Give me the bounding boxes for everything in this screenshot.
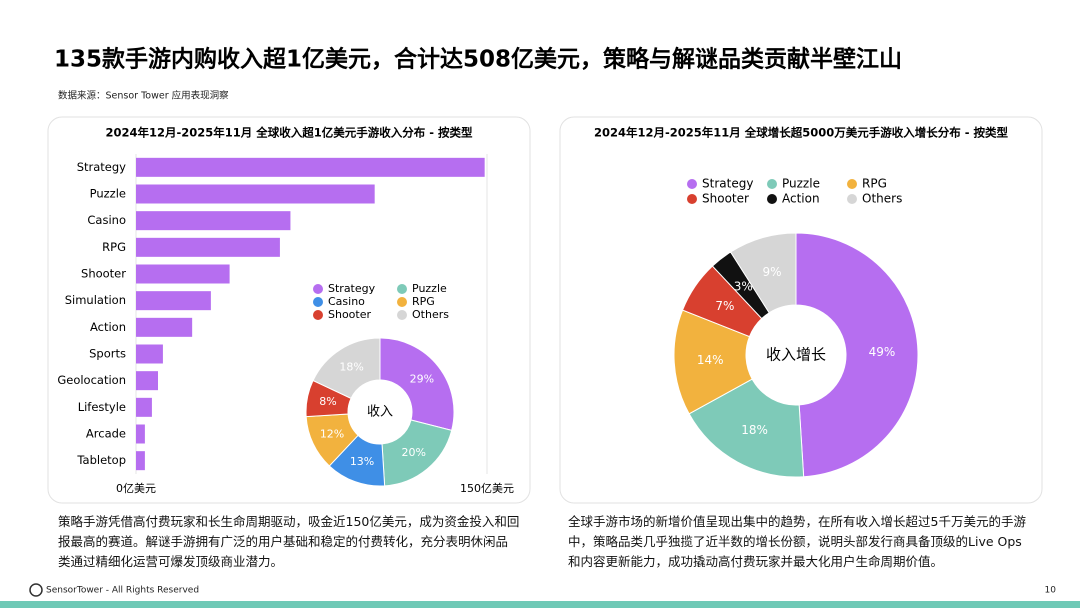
legend-label: Others bbox=[412, 308, 449, 321]
legend-label: Puzzle bbox=[782, 177, 820, 191]
legend-label: Shooter bbox=[328, 308, 371, 321]
y-tick-label: Casino bbox=[87, 213, 126, 227]
center-label: 收入增长 bbox=[766, 346, 826, 364]
bar bbox=[136, 397, 152, 417]
legend-marker bbox=[313, 310, 323, 320]
footer-brand: SensorTower - All Rights Reserved bbox=[46, 586, 199, 596]
data-label: 8% bbox=[319, 395, 336, 408]
caption: 全球手游市场的新增价值呈现出集中的趋势，在所有收入增长超过5千万美元的手游中，策… bbox=[568, 514, 1026, 569]
y-tick-label: Action bbox=[90, 320, 126, 334]
bar bbox=[136, 184, 375, 204]
legend-marker bbox=[847, 194, 857, 204]
legend-label: Casino bbox=[328, 295, 365, 308]
bar bbox=[136, 451, 145, 471]
data-label: 49% bbox=[869, 345, 896, 359]
pie-slice bbox=[312, 337, 381, 400]
data-label: 7% bbox=[715, 299, 734, 313]
card bbox=[559, 116, 1043, 504]
pie-slice bbox=[729, 232, 797, 314]
y-tick-label: Shooter bbox=[81, 267, 126, 281]
y-tick-label: RPG bbox=[102, 240, 126, 254]
data-label: 18% bbox=[339, 360, 363, 373]
x-tick-label: 150亿美元 bbox=[460, 482, 514, 495]
legend-label: Shooter bbox=[702, 192, 749, 206]
center-label: 收入 bbox=[367, 405, 393, 420]
legend-label: Strategy bbox=[328, 282, 376, 295]
source: 数据来源：Sensor Tower 应用表现洞察 bbox=[58, 90, 229, 102]
slide-title: 135款手游内购收入超1亿美元，合计达508亿美元，策略与解谜品类贡献半壁江山 bbox=[54, 46, 902, 73]
data-label: 29% bbox=[410, 373, 434, 386]
legend-marker bbox=[847, 179, 857, 189]
pie-slice bbox=[379, 337, 455, 432]
legend-label: Others bbox=[862, 192, 902, 206]
bar bbox=[136, 291, 211, 311]
legend-marker bbox=[397, 297, 407, 307]
chart-title: 2024年12月-2025年11月 全球收入超1亿美元手游收入分布 - 按类型 bbox=[105, 126, 473, 140]
y-tick-label: Lifestyle bbox=[78, 400, 126, 414]
y-tick-label: Simulation bbox=[65, 293, 126, 307]
bar bbox=[136, 264, 230, 284]
legend-marker bbox=[687, 194, 697, 204]
y-tick-label: Strategy bbox=[77, 160, 126, 174]
legend-marker bbox=[767, 194, 777, 204]
bar bbox=[136, 371, 158, 391]
pie-slice bbox=[795, 232, 919, 478]
y-tick-label: Arcade bbox=[86, 427, 126, 441]
data-label: 13% bbox=[350, 455, 374, 468]
data-label: 20% bbox=[402, 446, 426, 459]
x-tick-label: 0亿美元 bbox=[116, 482, 156, 495]
bar bbox=[136, 317, 193, 337]
data-label: 12% bbox=[320, 428, 344, 441]
legend-marker bbox=[313, 284, 323, 294]
page-number: 10 bbox=[1045, 586, 1057, 596]
data-label: 14% bbox=[697, 353, 724, 367]
caption: 策略手游凭借高付费玩家和长生命周期驱动，吸金近150亿美元，成为资金投入和回报最… bbox=[58, 514, 520, 569]
y-tick-label: Geolocation bbox=[57, 373, 126, 387]
y-tick-label: Puzzle bbox=[90, 187, 126, 201]
y-tick-label: Sports bbox=[89, 347, 126, 361]
data-label: 9% bbox=[762, 265, 781, 279]
legend-label: Action bbox=[782, 192, 820, 206]
legend-marker bbox=[397, 284, 407, 294]
bar bbox=[136, 157, 485, 177]
legend-marker bbox=[313, 297, 323, 307]
y-tick-label: Tabletop bbox=[76, 453, 126, 467]
pie-slice bbox=[688, 378, 805, 478]
legend-marker bbox=[687, 179, 697, 189]
legend-marker bbox=[397, 310, 407, 320]
logo bbox=[29, 583, 43, 597]
legend-label: RPG bbox=[412, 295, 435, 308]
bar bbox=[136, 424, 145, 444]
data-label: 3% bbox=[734, 280, 753, 294]
legend-label: Puzzle bbox=[412, 282, 447, 295]
bar bbox=[136, 344, 163, 364]
legend-label: RPG bbox=[862, 177, 887, 191]
bottom-strip bbox=[0, 601, 1080, 608]
legend-marker bbox=[767, 179, 777, 189]
chart-title: 2024年12月-2025年11月 全球增长超5000万美元手游收入增长分布 -… bbox=[594, 126, 1009, 140]
bar bbox=[136, 237, 280, 257]
bar bbox=[136, 211, 291, 231]
data-label: 18% bbox=[741, 423, 768, 437]
legend-label: Strategy bbox=[702, 177, 753, 191]
